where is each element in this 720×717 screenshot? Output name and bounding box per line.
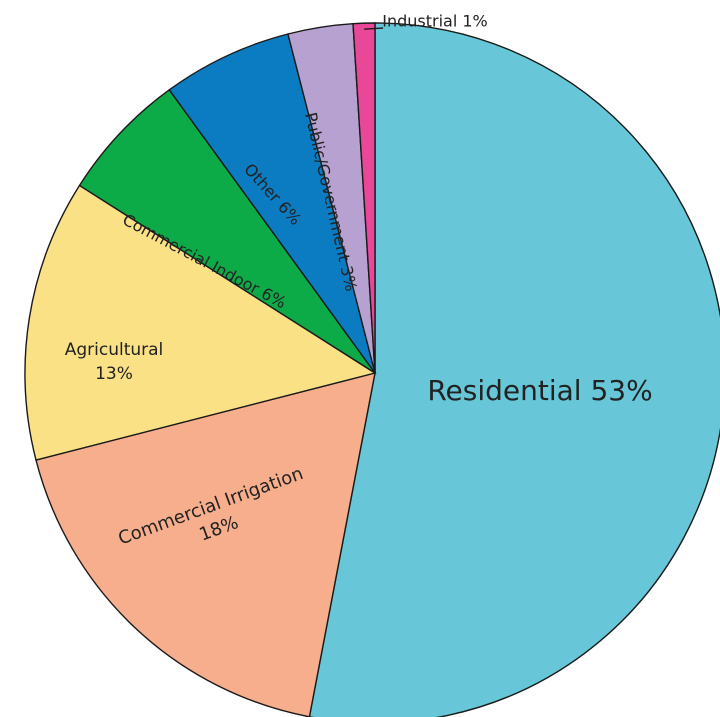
leader-line-industrial xyxy=(364,27,384,30)
pie-slice-other xyxy=(168,33,376,374)
pie-slice-commercial-irrigation xyxy=(35,372,376,717)
slice-label-industrial: Industrial 1% xyxy=(382,12,488,31)
pie-slice-industrial xyxy=(352,22,376,374)
pie-slice-agricultural xyxy=(24,184,377,461)
pie-slice-commercial-indoor xyxy=(78,88,376,374)
pie-slice-residential xyxy=(308,22,720,717)
slice-label-residential: Residential 53% xyxy=(427,374,652,407)
slice-label-agricultural: Agricultural 13% xyxy=(65,340,164,384)
